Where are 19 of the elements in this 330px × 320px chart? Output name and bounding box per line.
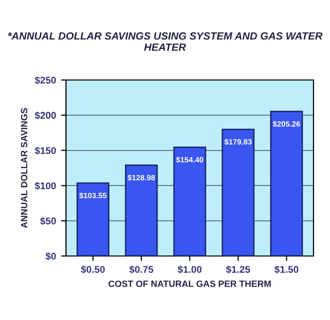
x-axis-title: COST OF NATURAL GAS PER THERM bbox=[108, 280, 271, 287]
bar bbox=[222, 128, 255, 256]
x-tick-label: $0.75 bbox=[129, 266, 154, 274]
bar bbox=[270, 110, 303, 256]
y-tick-label: $150 bbox=[34, 146, 56, 155]
y-tick-label: $100 bbox=[34, 182, 56, 190]
y-tick-label: $0 bbox=[46, 252, 56, 260]
x-tick-label: $0.50 bbox=[80, 266, 105, 274]
x-tick-label: $1.50 bbox=[274, 266, 298, 274]
y-tick-label: $50 bbox=[40, 217, 56, 226]
x-tick-label: $1.25 bbox=[226, 266, 250, 274]
bar bbox=[124, 164, 158, 256]
bar bbox=[173, 146, 206, 256]
x-tick-label: $1.00 bbox=[178, 266, 202, 274]
y-tick-label: $250 bbox=[34, 76, 56, 84]
chart-title: *ANNUAL DOLLAR SAVINGS USING SYSTEM AND GAS WATER HEATER bbox=[8, 32, 322, 51]
bar bbox=[76, 182, 110, 256]
y-axis-title: ANNUAL DOLLAR SAVINGS bbox=[20, 108, 28, 228]
y-tick-label: $200 bbox=[34, 112, 56, 120]
